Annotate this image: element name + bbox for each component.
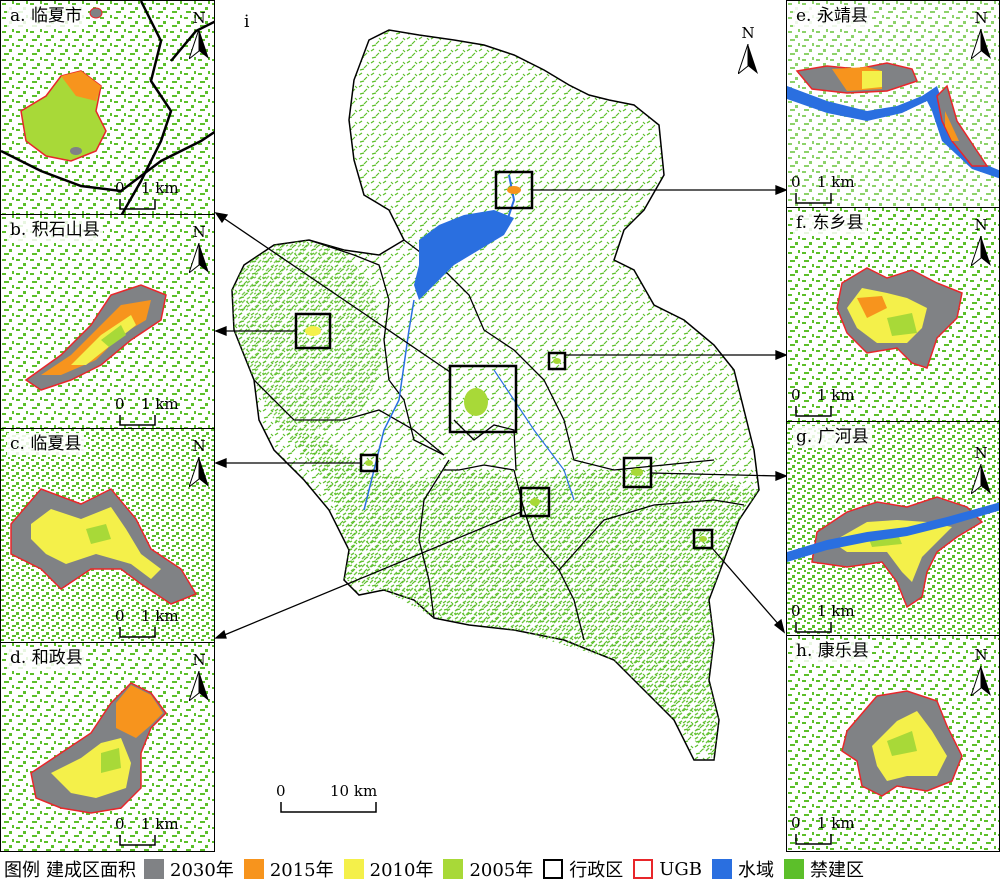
scale-bar-f: 0 1 km [791, 386, 875, 421]
inset-boxes [294, 170, 714, 550]
north-arrow-icon [971, 29, 991, 59]
reservoir [414, 210, 514, 300]
legend-item-ugb: UGB [633, 859, 702, 880]
legend-item-2030: 2030年 [144, 856, 234, 882]
inset-panel-d: d. 和政县 N 0 1 km [0, 642, 215, 852]
inset-panel-e: e. 永靖县 N 0 1 km [786, 0, 1000, 208]
legend-swatch-admin [543, 859, 564, 879]
western-dense-texture [232, 240, 384, 430]
north-arrow-icon [971, 464, 991, 494]
scale-bar-e: 0 1 km [791, 173, 875, 207]
scale-bar-h: 0 1 km [791, 814, 875, 850]
legend-item-2005: 2005年 [443, 856, 533, 882]
inset-title-c: c. 临夏县 [7, 433, 85, 455]
connector-arrows [214, 185, 786, 639]
legend: 图例 建成区面积 2030年 2015年 2010年 2005年 行政区 UGB… [0, 852, 1000, 886]
north-arrow-icon [189, 671, 209, 701]
scale-bar-c: 0 1 km [115, 607, 199, 642]
inset-title-e: e. 永靖县 [793, 5, 871, 27]
north-arrow-d: N [185, 651, 213, 701]
legend-swatch-water [712, 859, 733, 879]
inset-title-a: a. 临夏市 [7, 5, 85, 27]
main-map-label: i [244, 12, 250, 32]
north-arrow-b: N [185, 223, 213, 273]
scale-bar-b: 0 1 km [115, 395, 199, 428]
north-arrow-a: N [185, 9, 213, 59]
legend-item-forbidden: 禁建区 [784, 856, 864, 882]
main-north-arrow: N [734, 24, 762, 74]
inset-panel-f: f. 东乡县 N 0 1 km [786, 207, 1000, 422]
legend-item-2010: 2010年 [343, 856, 433, 882]
river-3 [493, 369, 575, 501]
legend-swatch-ugb [633, 859, 654, 879]
north-arrow-icon [738, 44, 758, 74]
north-arrow-e: N [967, 9, 995, 59]
inset-title-d: d. 和政县 [7, 647, 86, 669]
inset-panel-c: c. 临夏县 N 0 1 km [0, 428, 215, 643]
north-arrow-icon [189, 243, 209, 273]
inset-title-f: f. 东乡县 [793, 212, 867, 234]
north-arrow-icon [971, 236, 991, 266]
inset-title-b: b. 积石山县 [7, 219, 103, 241]
main-scale-bar: 0 10 km [276, 782, 390, 818]
north-arrow-icon [189, 457, 209, 487]
legend-swatch-2015 [243, 859, 264, 879]
north-arrow-h: N [967, 646, 995, 696]
main-map [214, 29, 786, 761]
inset-title-h: h. 康乐县 [793, 640, 872, 662]
inset-panel-g: g. 广河县 N 0 1 km [786, 421, 1000, 636]
inset-panel-h: h. 康乐县 N 0 1 km [786, 635, 1000, 852]
legend-swatch-2030 [144, 859, 164, 879]
main-map-panel: i [214, 0, 786, 852]
legend-item-admin: 行政区 [543, 856, 623, 882]
scale-bar-d: 0 1 km [115, 815, 199, 851]
legend-item-water: 水域 [712, 856, 774, 882]
scale-bar-a: 0 1 km [115, 179, 199, 214]
north-arrow-f: N [967, 216, 995, 266]
north-arrow-c: N [185, 437, 213, 487]
urban-blobs [305, 186, 707, 542]
inset-panel-b: b. 积石山县 N 0 1 km [0, 214, 215, 429]
inset-title-g: g. 广河县 [793, 426, 872, 448]
southern-dense-texture [274, 420, 759, 760]
legend-swatch-2005 [443, 859, 464, 879]
legend-subtitle: 建成区面积 [46, 860, 136, 881]
scale-bar-g: 0 1 km [791, 602, 875, 635]
admin-boundaries [253, 239, 745, 641]
legend-swatch-2010 [343, 859, 364, 879]
legend-title: 图例 [4, 860, 40, 881]
inset-panel-a: a. 临夏市 N 0 1 km [0, 0, 215, 215]
legend-item-2015: 2015年 [243, 856, 334, 882]
north-arrow-icon [971, 666, 991, 696]
legend-swatch-forbidden [784, 859, 805, 879]
river-2 [503, 174, 516, 231]
north-arrow-icon [189, 29, 209, 59]
north-arrow-g: N [967, 444, 995, 494]
